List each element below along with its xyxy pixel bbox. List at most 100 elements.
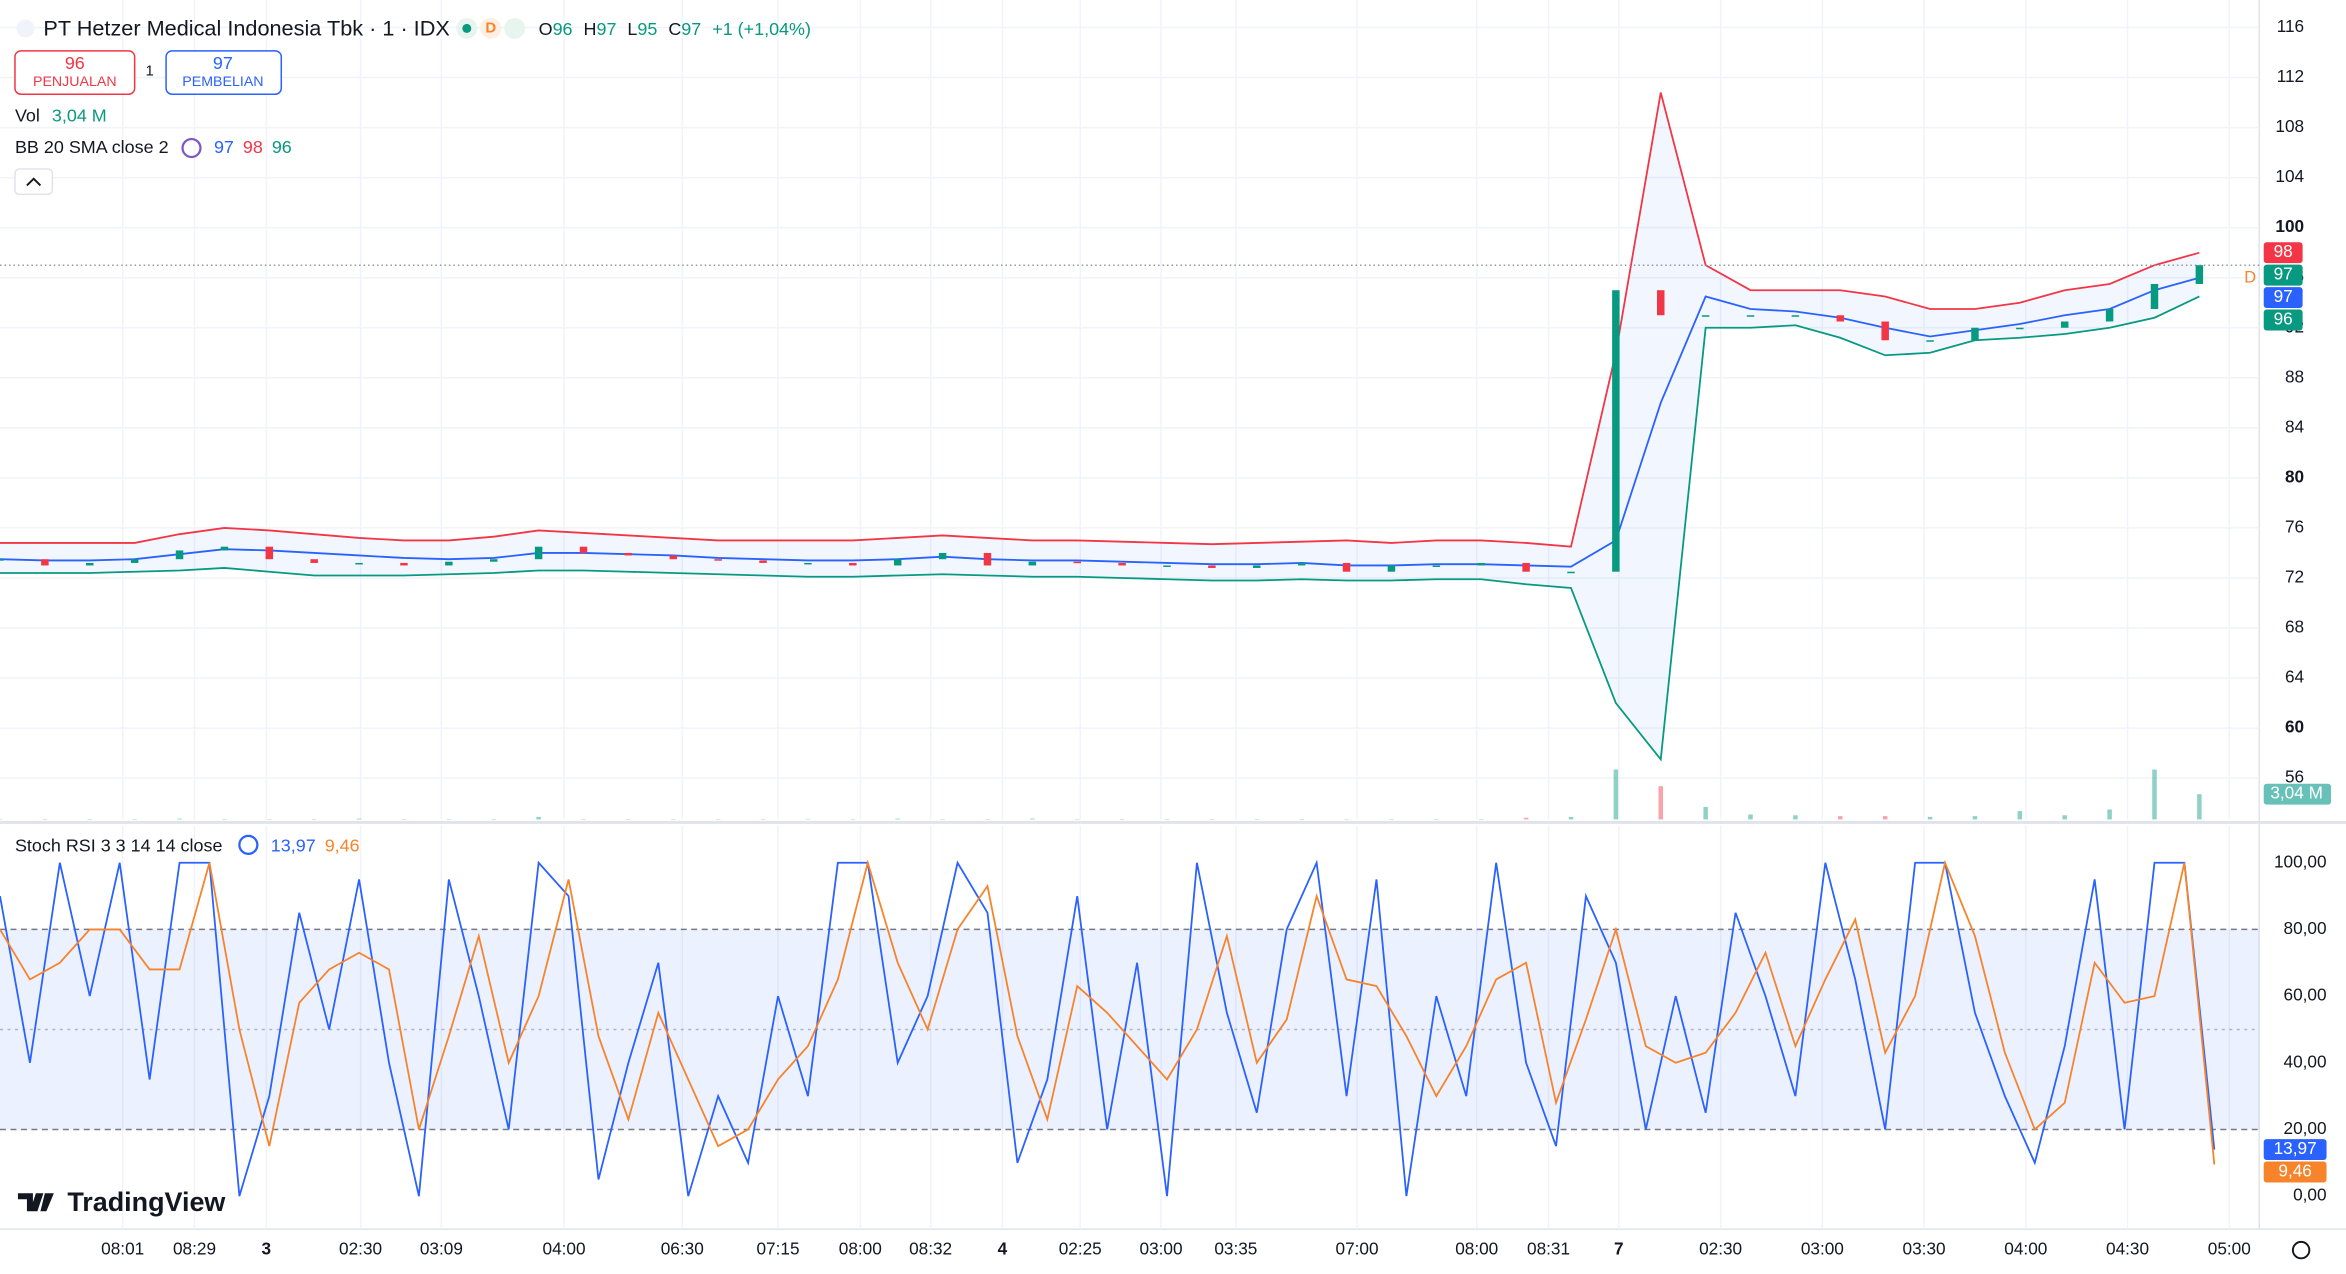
- candle: [1971, 327, 1979, 341]
- volume-badge-label: 3,04 M: [2270, 783, 2323, 803]
- price-badge-label: 97: [2274, 286, 2293, 306]
- x-tick-label: 07:15: [756, 1239, 799, 1259]
- volume-badge: [2263, 783, 2332, 805]
- stoch-line: [0, 859, 2216, 1165]
- stoch-icon[interactable]: [238, 834, 259, 855]
- candle: [41, 559, 49, 566]
- bb-icon[interactable]: [181, 137, 202, 159]
- bb-fill: [0, 92, 2200, 760]
- bb-value: 96: [272, 137, 292, 157]
- candle: [2016, 327, 2024, 330]
- value-badge-label: 13,97: [2274, 1138, 2317, 1158]
- ohlc-value: 97: [596, 19, 616, 39]
- candle: [1567, 571, 1575, 574]
- candle: [489, 559, 498, 562]
- session-badge: [504, 17, 526, 39]
- x-tick-label: 07:00: [1336, 1239, 1379, 1259]
- ohlc-key: O: [539, 19, 553, 39]
- x-tick-label: 04:00: [2004, 1239, 2047, 1259]
- candle: [669, 555, 678, 560]
- candle: [445, 561, 453, 566]
- interval-badge: D: [485, 19, 496, 36]
- price-badge: [2263, 309, 2303, 331]
- candle: [983, 552, 992, 566]
- volume-bar: [2107, 809, 2112, 820]
- ohlc-change: +1 (+1,04%): [712, 19, 811, 39]
- stoch-label: Stoch RSI 3 3 14 14 close: [15, 835, 222, 855]
- collapse-button[interactable]: [14, 168, 54, 196]
- candle: [1657, 290, 1665, 316]
- y-tick-label: 64: [2285, 667, 2305, 687]
- ohlc-key: C: [668, 19, 681, 39]
- candle: [400, 562, 408, 566]
- candle: [1881, 321, 1889, 341]
- candle: [175, 550, 184, 560]
- candle: [2105, 308, 2114, 322]
- value-badge: [2263, 1161, 2327, 1183]
- x-tick-label: 03:00: [1140, 1239, 1183, 1259]
- sell-button[interactable]: [14, 50, 136, 95]
- volume-bar: [1793, 815, 1798, 820]
- candle: [1163, 565, 1171, 567]
- ohlc: O96 H97 L95 C97 +1 (+1,04%): [539, 19, 811, 39]
- x-tick-label: 08:31: [1527, 1239, 1570, 1259]
- y-tick-label: 80,00: [2284, 918, 2327, 938]
- volume-legend: Vol 3,04 M: [15, 105, 107, 125]
- x-tick-label: 08:29: [173, 1239, 216, 1259]
- bb-line: [0, 92, 2200, 548]
- buy-button[interactable]: [165, 50, 283, 95]
- volume-bar: [1703, 806, 1708, 820]
- price-badge-label: 97: [2274, 264, 2293, 284]
- x-tick-label: 03:35: [1214, 1239, 1257, 1259]
- candle: [2150, 283, 2159, 309]
- buy-price: 97: [213, 53, 233, 73]
- y-tick-label: 20,00: [2284, 1118, 2327, 1138]
- symbol-logo: [16, 19, 35, 38]
- candle: [1746, 315, 1755, 317]
- candle: [86, 562, 94, 566]
- candle: [1028, 561, 1037, 566]
- volume-bar: [1030, 818, 1035, 820]
- volume-bar: [2062, 815, 2067, 820]
- volume-bar: [536, 816, 541, 820]
- x-tick-label: 4: [998, 1239, 1008, 1259]
- volume-bar: [2197, 794, 2202, 820]
- y-tick-label: 76: [2285, 516, 2304, 536]
- candle: [265, 546, 274, 560]
- logo-text[interactable]: TradingView: [67, 1187, 225, 1217]
- candle: [220, 546, 229, 551]
- x-tick-label: 05:00: [2208, 1239, 2251, 1259]
- candle: [1477, 562, 1485, 566]
- x-tick-label: 08:01: [101, 1239, 144, 1259]
- volume-bar: [895, 818, 900, 820]
- candle: [310, 559, 318, 563]
- stoch-legend: Stoch RSI 3 3 14 14 close: [15, 835, 222, 855]
- collapse-icon: [26, 177, 42, 187]
- bb-line: [0, 276, 2200, 568]
- candle: [1208, 565, 1216, 568]
- volume-bar: [1972, 816, 1978, 820]
- ohlc-key: L: [627, 19, 637, 39]
- symbol-title[interactable]: PT Hetzer Medical Indonesia Tbk · 1 · ID…: [43, 16, 449, 41]
- candle: [1342, 562, 1351, 572]
- x-tick-label: 06:30: [661, 1239, 704, 1259]
- bb-line: [0, 295, 2200, 762]
- bb-value: 97: [214, 137, 234, 157]
- volume-bar: [356, 818, 362, 820]
- candle: [0, 559, 4, 561]
- candle: [849, 562, 857, 566]
- settings-button[interactable]: [2291, 1240, 2311, 1260]
- price-badge: [2263, 264, 2303, 286]
- ohlc-key: H: [584, 19, 597, 39]
- volume-bar: [1838, 816, 1843, 820]
- candle: [534, 546, 543, 560]
- candle: [1073, 561, 1081, 564]
- bb-values: 97 98 96: [214, 137, 292, 157]
- candle: [355, 562, 363, 565]
- x-tick-label: 03:30: [1903, 1239, 1946, 1259]
- candle: [579, 546, 588, 553]
- candle: [1791, 315, 1800, 317]
- candle: [2060, 321, 2069, 328]
